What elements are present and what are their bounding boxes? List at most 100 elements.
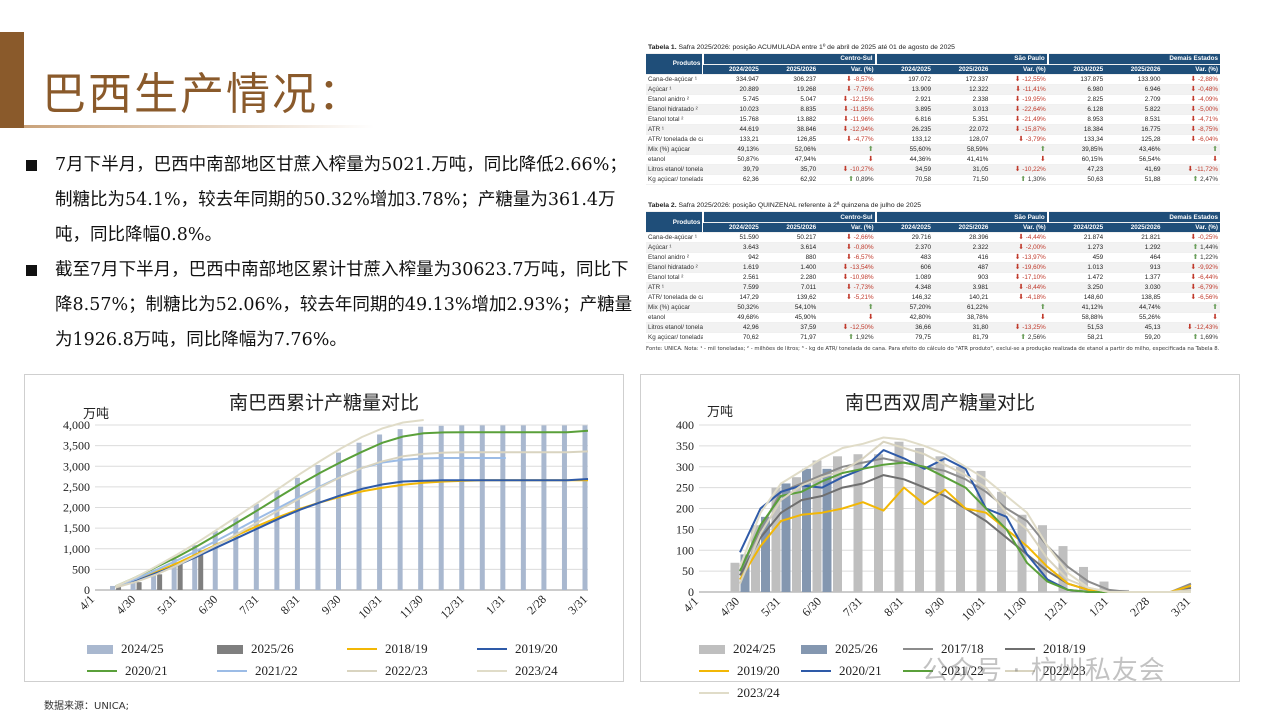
x-tick-label: 9/30: [922, 594, 947, 619]
value-cell: 8.531: [1105, 114, 1163, 125]
variation-cell: ⬇: [1162, 312, 1220, 323]
down-arrow-icon: ⬇: [1015, 85, 1021, 93]
value-cell: 58,59%: [932, 144, 991, 155]
value-cell: 903: [932, 272, 991, 283]
series-line: [115, 419, 424, 588]
bar: [853, 454, 863, 592]
table-row: Cana-de-açúcar ¹ 51.590 50.217 ⬇ -2,66% 29.7…: [646, 232, 1220, 243]
variation-value: -11,96%: [848, 115, 874, 123]
variation-cell: ⬇ -4,71%: [1162, 114, 1220, 125]
variation-value: -8,57%: [851, 75, 874, 83]
value-cell: 13.882: [760, 114, 819, 125]
value-cell: 2.370: [875, 242, 933, 253]
column-header: 2025/2026: [760, 64, 819, 75]
value-cell: 54,10%: [760, 302, 819, 313]
legend-label: 2019/20: [737, 663, 780, 678]
value-cell: 2.709: [1105, 94, 1163, 105]
value-cell: 1.400: [760, 262, 819, 273]
variation-value: -11,41%: [1020, 85, 1046, 93]
up-arrow-icon: ⬆: [1020, 175, 1027, 183]
legend-item: 2021/22: [217, 663, 298, 679]
legend-bar-swatch: [217, 644, 243, 654]
variation-cell: ⬇ -13,97%: [990, 252, 1048, 263]
variation-value: -12,94%: [848, 125, 874, 133]
y-tick-label: 150: [676, 522, 694, 536]
value-cell: 3.643: [703, 242, 761, 253]
variation-cell: ⬆ 1,92%: [818, 332, 876, 343]
value-cell: 2.561: [703, 272, 761, 283]
value-cell: 50,32%: [703, 302, 761, 313]
value-cell: 138,85: [1105, 292, 1163, 303]
legend-bar-swatch: [699, 644, 725, 654]
bar: [233, 517, 239, 590]
variation-cell: ⬆ 1,69%: [1162, 332, 1220, 343]
variation-value: -8,44%: [1024, 284, 1046, 291]
bar: [833, 456, 842, 592]
up-arrow-icon: ⬆: [1020, 334, 1027, 341]
y-tick-label: 400: [676, 418, 694, 432]
bullet-list: 7月下半月，巴西中南部地区甘蔗入榨量为5021.万吨，同比降低2.66%；制糖比…: [24, 148, 636, 358]
variation-cell: ⬇ -19,95%: [990, 94, 1048, 105]
variation-value: -6,56%: [1196, 294, 1218, 301]
variation-value: -12,55%: [1020, 75, 1046, 83]
value-cell: 942: [703, 252, 761, 263]
legend-line-swatch: [87, 670, 117, 672]
legend-item: 2020/21: [87, 663, 168, 679]
up-arrow-icon: ⬆: [1039, 145, 1046, 153]
variation-cell: ⬇ -10,27%: [818, 164, 876, 175]
value-cell: 12.322: [932, 84, 991, 95]
value-cell: 52,06%: [760, 144, 819, 155]
value-cell: 21.821: [1105, 232, 1163, 243]
down-arrow-icon: ⬇: [845, 294, 852, 301]
variation-value: -2,00%: [1024, 244, 1046, 251]
bar: [751, 525, 760, 592]
value-cell: 44,36%: [875, 154, 933, 165]
y-tick-label: 350: [676, 439, 694, 453]
value-cell: 126,85: [760, 134, 819, 145]
value-cell: 487: [932, 262, 991, 273]
variation-cell: ⬇ -5,21%: [818, 292, 876, 303]
table-row: ATR ¹ 44.619 38.846 ⬇ -12,94% 26.235 22.072 ⬇ …: [646, 124, 1220, 135]
table-row: Etanol hidratado ² 10.023 8.835 ⬇ -11,85% 3.…: [646, 104, 1220, 115]
region-header: Demais Estados: [1046, 211, 1220, 223]
row-label: Cana-de-açúcar ¹: [646, 74, 704, 85]
down-arrow-icon: ⬇: [1190, 264, 1197, 271]
legend-label: 2020/21: [125, 663, 168, 678]
down-arrow-icon: ⬇: [1190, 85, 1197, 93]
value-cell: 47,23: [1047, 164, 1106, 175]
variation-value: 2,56%: [1026, 334, 1046, 341]
value-cell: 57,20%: [875, 302, 933, 313]
x-tick-label: 7/31: [236, 592, 261, 617]
variation-cell: ⬇ -6,56%: [1162, 292, 1220, 303]
variation-value: -7,76%: [851, 85, 874, 93]
y-tick-label: 0: [84, 583, 90, 597]
value-cell: 51,53: [1047, 322, 1106, 333]
value-cell: 49,13%: [703, 144, 761, 155]
column-header: 2025/2026: [760, 222, 819, 233]
variation-cell: ⬇ -7,76%: [818, 84, 876, 95]
variation-cell: ⬆: [818, 144, 876, 155]
variation-value: -12,50%: [848, 324, 874, 331]
variation-value: 1,44%: [1198, 244, 1218, 251]
value-cell: 133,34: [1047, 134, 1106, 145]
bullet-item: 7月下半月，巴西中南部地区甘蔗入榨量为5021.万吨，同比降低2.66%；制糖比…: [24, 148, 636, 253]
legend-label: 2021/22: [255, 663, 298, 678]
legend-label: 2022/23: [1043, 663, 1086, 678]
bar: [192, 545, 198, 590]
value-cell: 38.846: [760, 124, 819, 135]
y-tick-label: 1,000: [63, 542, 90, 556]
down-arrow-icon: ⬇: [1190, 284, 1197, 291]
products-header: Produtos: [646, 53, 704, 75]
chart-title: 南巴西累计产糖量对比: [228, 392, 419, 414]
row-label: Mix (%) açúcar: [646, 302, 704, 313]
value-cell: 3.013: [932, 104, 991, 115]
x-tick-label: 5/31: [154, 592, 179, 617]
variation-value: -0,25%: [1196, 234, 1218, 241]
variation-value: -12,43%: [1192, 324, 1218, 331]
down-arrow-icon: ⬇: [1014, 324, 1021, 331]
value-cell: 459: [1047, 252, 1106, 263]
variation-value: -11,85%: [848, 105, 874, 113]
table-group-header-row: Produtos Centro-Sul São Paulo Demais Estado…: [646, 53, 1220, 75]
series-line: [739, 457, 1192, 593]
table-group-header-row: Produtos Centro-Sul São Paulo Demais Estado…: [646, 211, 1220, 233]
